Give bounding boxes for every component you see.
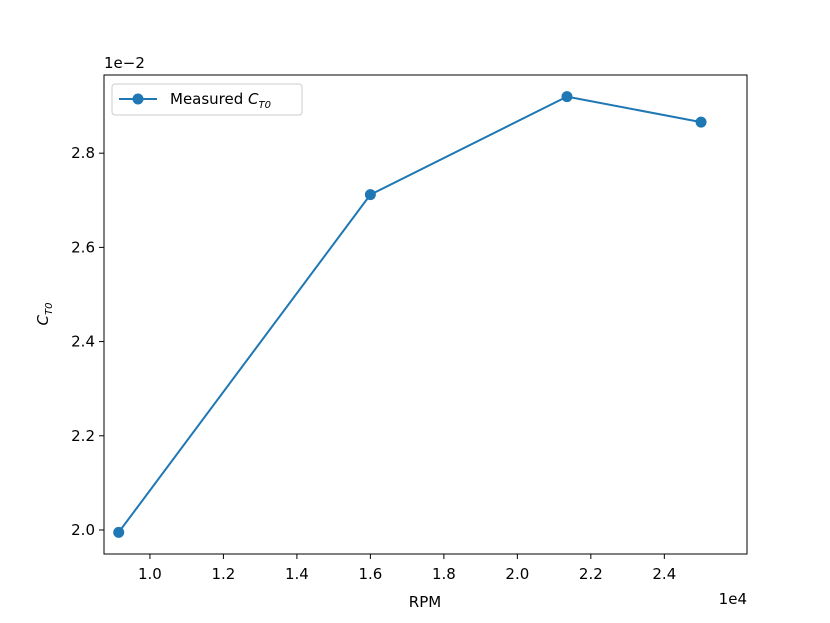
x-axis-label: RPM bbox=[409, 593, 441, 611]
x-tick-label: 2.4 bbox=[652, 565, 676, 583]
data-point bbox=[695, 116, 707, 128]
y-axis-label: CT0 bbox=[34, 303, 55, 326]
plot-frame bbox=[103, 74, 748, 555]
plot-area bbox=[104, 75, 747, 554]
series-layer bbox=[113, 91, 707, 538]
legend-label-sub: T0 bbox=[259, 100, 271, 111]
y-tick-label: 2.2 bbox=[71, 427, 95, 445]
x-axis-ticks: 1.0 1.2 1.4 1.6 1.8 2.0 2.2 2.4 bbox=[138, 554, 676, 583]
x-tick-label: 1.8 bbox=[432, 565, 456, 583]
legend-label-main: Measured bbox=[170, 90, 248, 108]
x-tick-label: 1.4 bbox=[285, 565, 309, 583]
x-tick-label: 1.0 bbox=[138, 565, 162, 583]
y-tick-label: 2.6 bbox=[71, 238, 95, 256]
x-tick-label: 1.2 bbox=[211, 565, 235, 583]
x-tick-label: 1.6 bbox=[358, 565, 382, 583]
data-point bbox=[561, 91, 573, 103]
data-point bbox=[364, 189, 376, 201]
legend-label-var: C bbox=[248, 90, 259, 108]
data-point bbox=[113, 526, 125, 538]
x-tick-label: 2.2 bbox=[579, 565, 603, 583]
legend-box bbox=[111, 83, 303, 116]
legend-marker-swatch bbox=[132, 93, 144, 105]
y-tick-label: 2.4 bbox=[71, 333, 95, 351]
y-tick-label: 2.0 bbox=[71, 521, 95, 539]
x-offset-label: 1e4 bbox=[719, 590, 747, 608]
y-offset-label: 1e−2 bbox=[104, 54, 145, 72]
y-axis-label-var: C bbox=[34, 314, 52, 325]
y-axis-ticks: 2.0 2.2 2.4 2.6 2.8 bbox=[71, 144, 104, 539]
y-axis-label-sub: T0 bbox=[44, 303, 55, 315]
legend: Measured CT0 bbox=[111, 83, 303, 116]
x-tick-label: 2.0 bbox=[505, 565, 529, 583]
legend-entry-label: Measured CT0 bbox=[170, 90, 271, 111]
y-tick-label: 2.8 bbox=[71, 144, 95, 162]
series-line bbox=[117, 95, 702, 533]
svg-text:CT0: CT0 bbox=[34, 303, 55, 326]
